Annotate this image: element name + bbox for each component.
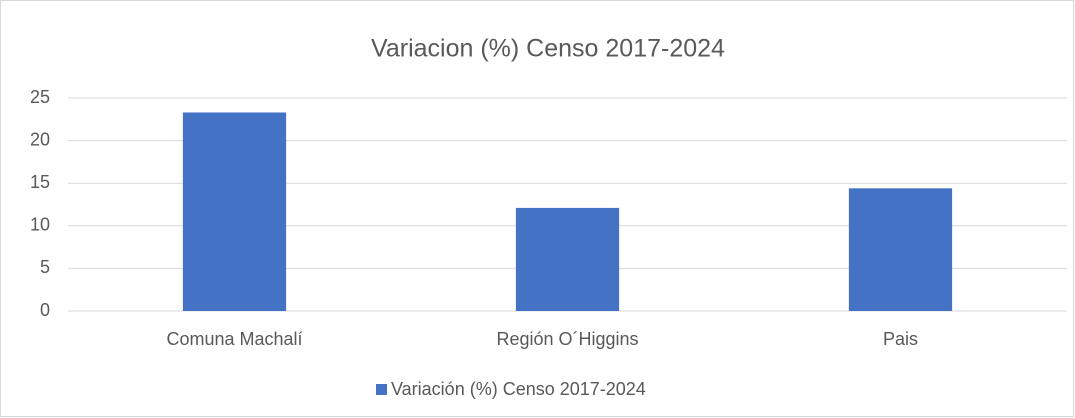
y-tick-label: 15 (30, 172, 50, 192)
bar (848, 188, 953, 311)
bar (515, 207, 620, 311)
legend-swatch (376, 384, 387, 395)
y-tick-label: 5 (40, 257, 50, 277)
bar (182, 112, 287, 311)
y-tick-label: 10 (30, 215, 50, 235)
y-tick-label: 0 (40, 300, 50, 320)
x-tick-label: Pais (883, 329, 918, 349)
x-tick-label: Región O´Higgins (496, 329, 638, 349)
legend-label: Variación (%) Censo 2017-2024 (391, 379, 646, 399)
y-tick-label: 25 (30, 87, 50, 107)
x-tick-label: Comuna Machalí (166, 329, 302, 349)
chart-title: Variacion (%) Censo 2017-2024 (371, 35, 725, 63)
y-tick-label: 20 (30, 129, 50, 149)
